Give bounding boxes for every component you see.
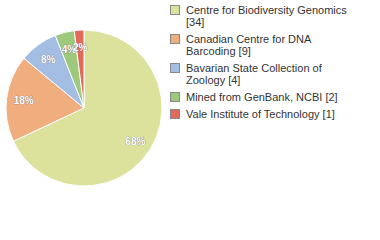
data-label: 2% <box>73 42 88 53</box>
legend-label: Mined from GenBank, NCBI [2] <box>186 91 351 103</box>
legend-item: Canadian Centre for DNA Barcoding [9] <box>170 33 378 57</box>
pie-area: 68%18%8%4%2% <box>0 0 170 240</box>
legend-label: Centre for Biodiversity Genomics [34] <box>186 4 351 28</box>
legend-swatch <box>170 5 180 15</box>
data-label: 68% <box>125 136 145 147</box>
legend-item: Mined from GenBank, NCBI [2] <box>170 91 378 103</box>
legend: Centre for Biodiversity Genomics [34] Can… <box>170 4 378 125</box>
legend-swatch <box>170 63 180 73</box>
data-label: 18% <box>14 95 34 106</box>
legend-item: Bavarian State Collection of Zoology [4] <box>170 62 378 86</box>
legend-label: Vale Institute of Technology [1] <box>186 108 351 120</box>
legend-item: Vale Institute of Technology [1] <box>170 108 378 120</box>
legend-label: Canadian Centre for DNA Barcoding [9] <box>186 33 351 57</box>
legend-swatch <box>170 109 180 119</box>
legend-label: Bavarian State Collection of Zoology [4] <box>186 62 351 86</box>
data-label: 8% <box>41 54 56 65</box>
legend-swatch <box>170 34 180 44</box>
chart: 68%18%8%4%2% Centre for Biodiversity Gen… <box>0 0 380 240</box>
legend-item: Centre for Biodiversity Genomics [34] <box>170 4 378 28</box>
data-labels: 68%18%8%4%2% <box>14 42 146 146</box>
legend-swatch <box>170 92 180 102</box>
